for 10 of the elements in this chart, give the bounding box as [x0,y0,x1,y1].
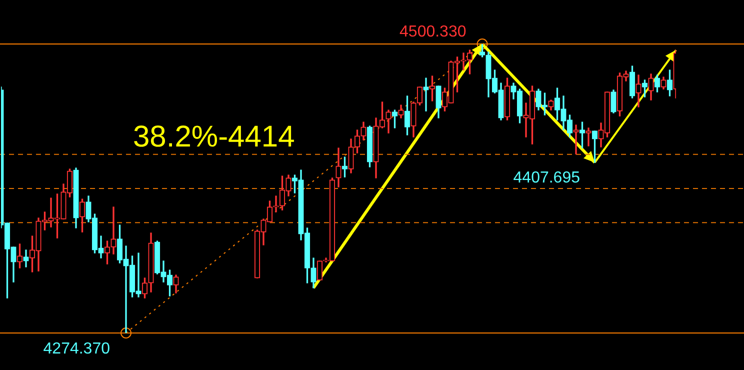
annotation: 4274.370 [43,340,110,358]
candlestick [273,196,279,212]
annotation: 4407.695 [513,169,580,186]
candlestick [586,128,592,146]
candlestick [423,78,429,112]
candlestick [110,206,116,254]
candlestick [460,52,466,70]
annotation: 38.2%-4414 [133,120,295,154]
annotation: 4500.330 [400,23,466,40]
candlestick [573,124,579,154]
